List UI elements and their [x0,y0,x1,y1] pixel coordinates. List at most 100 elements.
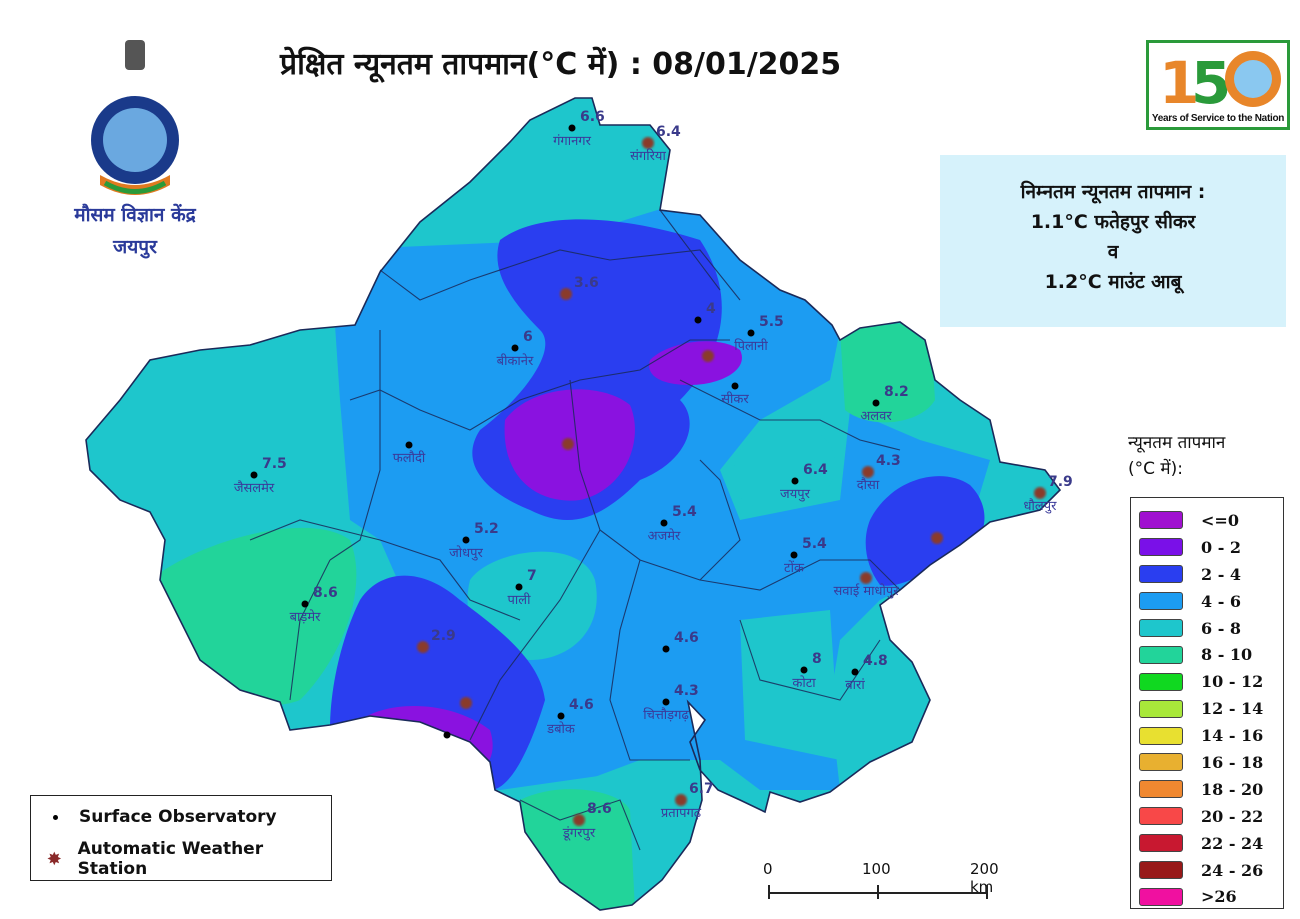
legend-item: <=0 [1131,507,1283,534]
aws-star-icon [642,137,654,149]
legend-swatch [1139,780,1183,799]
station-marker: 8.6 डूंगरपुर [562,801,612,841]
station-marker: 6.4 संगरिया [630,124,681,164]
station-marker: 5.4 अजमेर [648,504,697,544]
legend-swatch [1139,511,1183,530]
legend-swatch [1139,699,1183,718]
station-value: 7 [527,568,537,584]
station-marker: 8.6 बाड़मेर [290,585,338,625]
station-name: जोधपुर [449,545,483,561]
station-name: धौलपुर [1024,498,1058,514]
station-type-key: Surface Observatory ✸ Automatic Weather … [30,795,332,881]
station-name: प्रतापगढ़ [661,806,702,821]
surface-dot-icon [851,668,859,676]
legend-item: 2 - 4 [1131,561,1283,588]
legend-swatch [1139,565,1183,584]
anniversary-emblem-icon: 1 5 [1159,49,1281,113]
key-aws: ✸ Automatic Weather Station [31,838,331,880]
station-name: बाड़मेर [290,609,322,625]
legend-swatch [1139,592,1183,611]
office-city: जयपुर [113,236,157,258]
station-marker [931,532,943,544]
station-name: सीकर [721,391,749,407]
surface-dot-icon [662,645,670,653]
temperature-legend: <=0 0 - 2 2 - 4 4 - 6 6 - 8 8 - 10 10 - 12 12 -… [1130,497,1284,909]
legend-label: 4 - 6 [1201,591,1242,611]
legend-label: 18 - 20 [1201,779,1264,799]
legend-item: 6 - 8 [1131,615,1283,642]
legend-item: 16 - 18 [1131,749,1283,776]
legend-swatch [1139,538,1183,557]
contour-6-8-kota [740,610,840,760]
station-value: 4.6 [569,697,594,713]
station-marker: 7.9 धौलपुर [1024,474,1073,514]
info-line-1: 1.1°C फतेहपुर सीकर [1030,211,1196,233]
station-name: पिलानी [734,338,768,354]
aws-star-icon [931,532,943,544]
station-marker: 6 बीकानेर [497,329,534,369]
station-value: 6.4 [803,462,828,478]
legend-swatch [1139,619,1183,637]
legend-swatch [1139,672,1183,691]
surface-dot-icon [511,344,519,352]
station-value: 6.4 [656,124,681,140]
legend-label: 6 - 8 [1201,618,1242,638]
station-value: 8.6 [587,801,612,817]
station-name: अजमेर [648,528,681,544]
lowest-temperature-box: निम्नतम न्यूनतम तापमान : 1.1°C फतेहपुर स… [940,155,1286,327]
station-marker [702,350,714,362]
station-marker: 5.5 पिलानी [734,314,784,354]
contour-6-8-jaipur [733,426,836,508]
aws-star-icon: ✸ [46,848,62,870]
legend-swatch [1139,887,1183,906]
surface-dot-icon [557,712,565,720]
legend-item: 18 - 20 [1131,776,1283,803]
legend-label: <=0 [1201,510,1239,530]
station-value: 4.3 [674,683,699,699]
legend-label: 8 - 10 [1201,645,1253,665]
surface-dot-icon [791,477,799,485]
station-value: 4.3 [876,453,901,469]
station-marker: 8.2 अलवर [860,384,908,424]
aws-star-icon [562,438,574,450]
surface-dot-icon [405,441,413,449]
legend-label: 0 - 2 [1201,537,1242,557]
station-value: 7.5 [262,456,287,472]
key-surface: Surface Observatory [31,796,331,838]
station-name: संगरिया [630,148,666,164]
info-line-3: 1.2°C माउंट आबू [1044,271,1182,293]
station-marker: फलौदी [393,441,426,466]
station-value: 5.5 [759,314,784,330]
station-name: कोटा [792,675,816,691]
station-marker: 3.6 [560,275,599,300]
station-marker: 4.3 दौसा [857,453,901,493]
legend-label: 12 - 14 [1201,699,1264,719]
station-value: 5.4 [672,504,697,520]
legend-label: 14 - 16 [1201,726,1264,746]
aws-star-icon [675,794,687,806]
surface-dot-icon [568,124,576,132]
surface-dot-icon [662,698,670,706]
surface-dot-icon [462,536,470,544]
150-years-logo: 1 5 Years of Service to the Nation [1146,40,1290,130]
surface-dot-icon [790,551,798,559]
legend-item: 4 - 6 [1131,588,1283,615]
legend-item: >26 [1131,883,1283,910]
surface-dot-icon [301,600,309,608]
station-name: डबोक [546,721,576,737]
station-value: 4.6 [674,630,699,646]
station-marker: 4.8 बारां [845,653,888,693]
contour-8-10-alwar [840,320,935,423]
station-name: अलवर [860,409,892,424]
surface-dot-icon [872,399,880,407]
aws-star-icon [560,288,572,300]
surface-dot-icon [731,382,739,390]
surface-dot-icon [515,583,523,591]
surface-dot-icon [747,329,755,337]
station-name: दौसा [857,477,880,493]
station-name: डूंगरपुर [562,826,596,841]
station-name: बारां [845,678,865,693]
station-name: बीकानेर [497,353,534,369]
legend-swatch [1139,726,1183,745]
